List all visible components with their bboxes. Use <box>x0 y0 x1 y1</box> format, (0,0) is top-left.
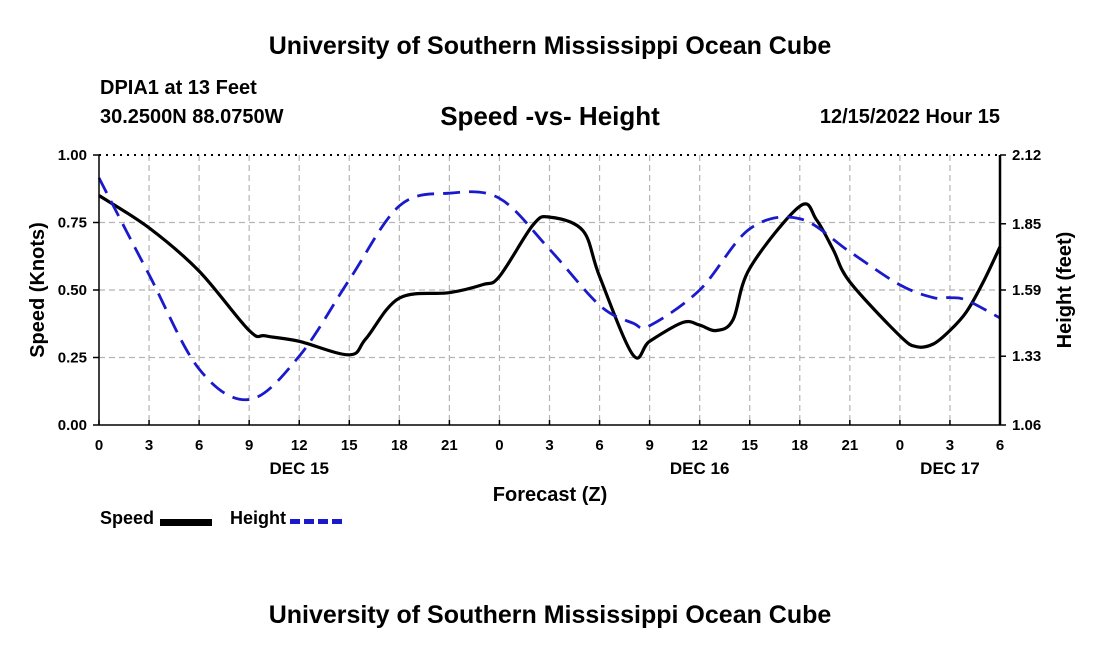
chart-title: Speed -vs- Height <box>440 101 660 131</box>
legend-height-label: Height <box>230 508 286 528</box>
x-tick-label: 3 <box>946 437 954 454</box>
page-title: University of Southern Mississippi Ocean… <box>268 32 832 60</box>
y2-tick-label: 1.59 <box>1012 282 1041 299</box>
date-label: DEC 17 <box>920 459 980 478</box>
x-tick-label: 12 <box>291 437 308 454</box>
date-label: DEC 15 <box>269 459 329 478</box>
y2-tick-label: 1.85 <box>1012 216 1041 233</box>
y2-axis-label: Height (feet) <box>1054 232 1076 349</box>
date-label: DEC 16 <box>670 459 730 478</box>
y-tick-label: 1.00 <box>58 147 87 164</box>
footer-title: University of Southern Mississippi Ocean… <box>268 601 832 629</box>
x-tick-label: 3 <box>545 437 553 454</box>
x-tick-label: 0 <box>896 437 904 454</box>
y2-tick-label: 2.12 <box>1012 147 1041 164</box>
y-tick-label: 0.00 <box>58 417 87 434</box>
station-label: DPIA1 at 13 Feet <box>100 77 257 99</box>
axes-layer <box>93 154 1006 426</box>
y2-tick-label: 1.33 <box>1012 348 1041 365</box>
legend-speed-swatch <box>160 519 212 526</box>
x-tick-label: 6 <box>595 437 603 454</box>
x-tick-label: 9 <box>245 437 253 454</box>
series-line-speed <box>98 194 1002 360</box>
y2-tick-label: 1.06 <box>1012 417 1041 434</box>
x-tick-label: 0 <box>95 437 103 454</box>
y-tick-label: 0.50 <box>58 282 87 299</box>
grid-layer <box>99 155 1000 425</box>
legend-height-swatch <box>290 519 342 524</box>
x-tick-label: 18 <box>791 437 808 454</box>
coordinates-label: 30.2500N 88.0750W <box>100 106 284 128</box>
x-tick-label: 21 <box>441 437 458 454</box>
x-tick-label: 15 <box>741 437 758 454</box>
tick-labels: 0 3 6 9 12 15 18 21 0 3 6 9 12 15 18 21 0 3 6 DEC 15 DEC 16 D… <box>58 147 1041 478</box>
y-tick-label: 0.25 <box>58 350 87 367</box>
y-axis-label: Speed (Knots) <box>27 222 49 358</box>
legend-speed-label: Speed <box>100 508 155 528</box>
x-tick-label: 15 <box>341 437 358 454</box>
x-axis-label: Forecast (Z) <box>493 484 607 506</box>
x-tick-label: 6 <box>996 437 1004 454</box>
x-tick-label: 9 <box>645 437 653 454</box>
y-tick-label: 0.75 <box>58 215 87 232</box>
series-line-height <box>97 177 1001 402</box>
x-tick-label: 18 <box>391 437 408 454</box>
forecast-datetime: 12/15/2022 Hour 15 <box>819 106 1000 128</box>
x-tick-label: 6 <box>195 437 203 454</box>
series-layer <box>97 177 1002 402</box>
x-tick-label: 0 <box>495 437 503 454</box>
x-tick-label: 12 <box>691 437 708 454</box>
x-tick-label: 3 <box>145 437 153 454</box>
x-tick-label: 21 <box>841 437 858 454</box>
